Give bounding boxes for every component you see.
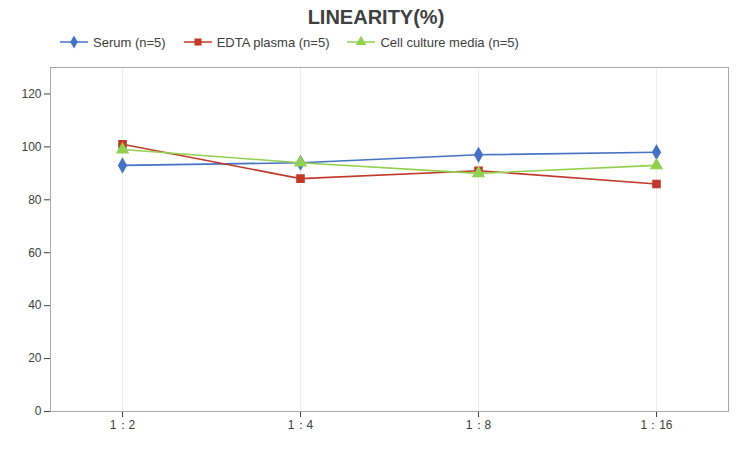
svg-text:80: 80 <box>28 193 42 207</box>
svg-text:0: 0 <box>35 404 42 418</box>
svg-text:120: 120 <box>21 87 41 101</box>
html-text:LINEARITY(%): LINEARITY(%) <box>307 6 445 28</box>
svg-text:100: 100 <box>21 140 41 154</box>
svg-text:1：4: 1：4 <box>288 418 314 432</box>
svg-text:60: 60 <box>28 246 42 260</box>
html-text:Serum (n=5): Serum (n=5) <box>93 34 166 50</box>
svg-text:40: 40 <box>28 298 42 312</box>
svg-text:1：16: 1：16 <box>640 418 672 432</box>
svg-text:1：8: 1：8 <box>466 418 492 432</box>
html-text:Cell culture media (n=5): Cell culture media (n=5) <box>380 34 519 50</box>
svg-text:20: 20 <box>28 351 42 365</box>
svg-text:1：2: 1：2 <box>110 418 136 432</box>
html-text:EDTA plasma (n=5): EDTA plasma (n=5) <box>216 34 330 50</box>
